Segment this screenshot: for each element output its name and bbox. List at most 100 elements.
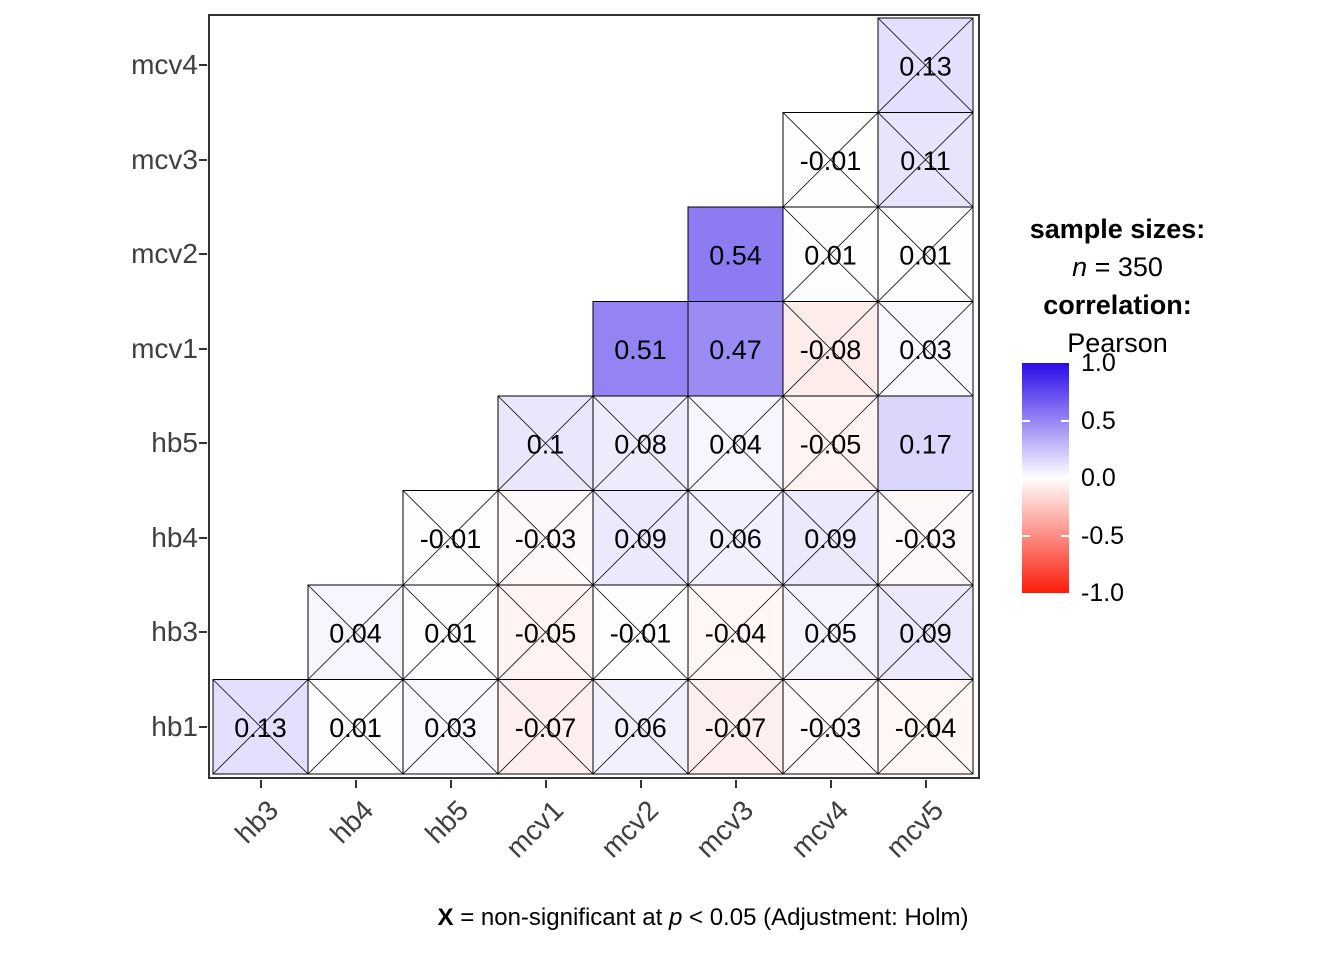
cell-value-label: -0.07	[705, 713, 767, 743]
cell-value-label: 0.04	[709, 429, 762, 459]
cell-tile	[687, 301, 784, 397]
legend-n-symbol: n	[1072, 252, 1088, 282]
x-axis-tick	[259, 780, 262, 788]
cell-value-label: -0.03	[895, 524, 957, 554]
x-axis-label-hb5: hb5	[418, 794, 474, 850]
heatmap-cell: -0.03	[782, 679, 879, 775]
legend-sample-size-value: n = 350	[1000, 248, 1235, 286]
non-significant-x-mark	[782, 584, 879, 680]
non-significant-x-mark	[782, 679, 879, 775]
cell-value-label: -0.04	[895, 713, 957, 743]
heatmap-cell: -0.05	[782, 395, 879, 491]
cell-value-label: 0.09	[614, 524, 667, 554]
non-significant-x-mark	[782, 206, 879, 302]
caption: X = non-significant at p < 0.05 (Adjustm…	[403, 903, 1003, 933]
cell-value-label: 0.03	[899, 335, 952, 365]
y-axis-label-mcv3: mcv3	[131, 143, 198, 175]
heatmap-cell: -0.01	[402, 490, 499, 586]
cell-value-label: 0.1	[527, 429, 565, 459]
cell-value-label: 0.54	[709, 240, 762, 270]
heatmap-cell: 0.13	[212, 679, 309, 775]
y-axis-label-mcv4: mcv4	[131, 49, 198, 81]
heatmap-cell: 0.11	[877, 112, 974, 208]
caption-part2: < 0.05 (Adjustment: Holm)	[682, 904, 969, 931]
non-significant-x-mark	[497, 395, 594, 491]
legend-correlation-type: Pearson	[1067, 328, 1168, 358]
x-axis-label-mcv4: mcv4	[784, 794, 854, 864]
non-significant-x-mark	[402, 584, 499, 680]
heatmap-cell: -0.03	[497, 490, 594, 586]
x-axis-tick	[449, 780, 452, 788]
cell-value-label: -0.01	[800, 146, 862, 176]
non-significant-x-mark	[877, 17, 974, 113]
x-axis-tick	[639, 780, 642, 788]
non-significant-x-mark	[592, 679, 689, 775]
cell-value-label: -0.08	[800, 335, 862, 365]
non-significant-x-mark	[782, 301, 879, 397]
heatmap-cell: -0.07	[497, 679, 594, 775]
cell-value-label: 0.05	[804, 618, 857, 648]
cell-tile	[687, 206, 784, 302]
non-significant-x-mark	[782, 112, 879, 208]
x-axis-tick	[544, 780, 547, 788]
heatmap-cell: 0.05	[782, 584, 879, 680]
y-axis-tick	[199, 631, 207, 634]
x-axis-label-mcv1: mcv1	[499, 794, 569, 864]
cell-value-label: -0.05	[800, 429, 862, 459]
cell-value-label: 0.04	[329, 618, 382, 648]
non-significant-x-mark	[877, 679, 974, 775]
cell-value-label: 0.47	[709, 335, 762, 365]
heatmap-cell: 0.09	[592, 490, 689, 586]
cell-value-label: 0.09	[804, 524, 857, 554]
heatmap-cell: 0.01	[782, 206, 879, 302]
legend-n-value: = 350	[1087, 252, 1163, 282]
non-significant-x-mark	[307, 679, 404, 775]
non-significant-x-mark	[877, 490, 974, 586]
non-significant-x-mark	[687, 395, 784, 491]
non-significant-x-mark	[592, 490, 689, 586]
x-axis-label-mcv5: mcv5	[879, 794, 949, 864]
x-axis-label-mcv3: mcv3	[689, 794, 759, 864]
colorbar	[1022, 363, 1069, 593]
cell-value-label: 0.11	[900, 146, 951, 176]
heatmap-cell: 0.04	[307, 584, 404, 680]
cell-value-label: -0.03	[800, 713, 862, 743]
cell-value-label: 0.01	[424, 618, 477, 648]
y-axis-label-hb1: hb1	[151, 710, 198, 742]
non-significant-x-mark	[497, 584, 594, 680]
non-significant-x-mark	[877, 112, 974, 208]
colorbar-tick-label: 0.5	[1081, 406, 1116, 435]
heatmap-cell: -0.01	[782, 112, 879, 208]
x-axis-tick	[734, 780, 737, 788]
legend-sample-sizes-title: sample sizes:	[1029, 214, 1206, 244]
cell-value-label: 0.01	[804, 240, 857, 270]
legend-text-block: sample sizes: n = 350 correlation: Pears…	[1000, 210, 1235, 362]
cell-value-label: 0.09	[899, 618, 952, 648]
y-axis-label-mcv2: mcv2	[131, 238, 198, 270]
non-significant-x-mark	[592, 584, 689, 680]
non-significant-x-mark	[497, 679, 594, 775]
cell-tile	[592, 301, 689, 397]
heatmap-cell: 0.04	[687, 395, 784, 491]
heatmap-cell: -0.05	[497, 584, 594, 680]
cell-value-label: 0.13	[899, 51, 952, 81]
cell-value-label: 0.08	[614, 429, 667, 459]
colorbar-tick-mark	[1022, 534, 1030, 537]
non-significant-x-mark	[877, 206, 974, 302]
x-axis-tick	[354, 780, 357, 788]
heatmap-cell: -0.04	[877, 679, 974, 775]
non-significant-x-mark	[497, 490, 594, 586]
cell-value-label: 0.03	[424, 713, 477, 743]
heatmap-cell: 0.08	[592, 395, 689, 491]
cell-value-label: 0.06	[614, 713, 667, 743]
heatmap-cell: 0.03	[402, 679, 499, 775]
cell-value-label: 0.01	[329, 713, 382, 743]
y-axis-label-hb4: hb4	[151, 521, 198, 553]
heatmap-cell: 0.01	[877, 206, 974, 302]
heatmap-cell: 0.06	[687, 490, 784, 586]
colorbar-tick-label: 1.0	[1081, 349, 1116, 377]
cell-value-label: 0.01	[899, 240, 952, 270]
y-axis-tick	[199, 536, 207, 539]
non-significant-x-mark	[687, 490, 784, 586]
